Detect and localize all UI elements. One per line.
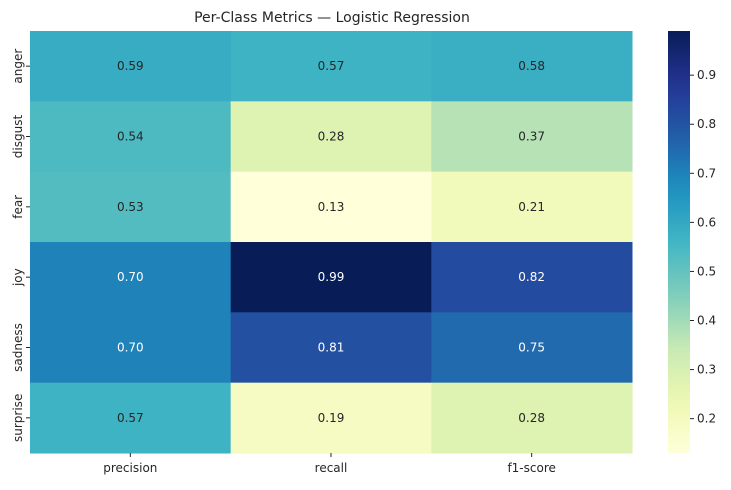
y-tick-label: surprise <box>11 394 25 442</box>
cell-value-label: 0.59 <box>117 59 144 73</box>
heatmap-cell <box>30 312 232 384</box>
colorbar: 0.2 0.3 0.4 0.5 0.6 0.7 0.8 0.9 <box>668 31 716 453</box>
heatmap-cell <box>30 242 232 313</box>
y-tick-label: sadness <box>11 323 25 372</box>
y-tick-label: joy <box>11 268 25 287</box>
y-axis-ticks: anger disgust fear joy sadness surprise <box>11 49 30 442</box>
cell-value-label: 0.70 <box>117 270 144 284</box>
colorbar-tick-label: 0.3 <box>697 363 716 377</box>
heatmap-cell <box>230 242 432 313</box>
y-tick-label: disgust <box>11 115 25 159</box>
cell-value-label: 0.75 <box>518 341 545 355</box>
colorbar-tick-label: 0.8 <box>697 117 716 131</box>
colorbar-tick-label: 0.4 <box>697 314 716 328</box>
heatmap-cell <box>431 382 633 454</box>
cell-value-label: 0.70 <box>117 341 144 355</box>
colorbar-tick-label: 0.5 <box>697 264 716 278</box>
cell-value-label: 0.81 <box>318 341 345 355</box>
cell-value-label: 0.28 <box>318 130 345 144</box>
cell-value-label: 0.57 <box>318 59 345 73</box>
heatmap-cell <box>30 31 232 102</box>
cell-value-label: 0.37 <box>518 130 545 144</box>
heatmap-cell <box>230 101 432 173</box>
x-tick-label: precision <box>103 461 157 475</box>
cell-value-label: 0.57 <box>117 411 144 425</box>
chart-title: Per-Class Metrics — Logistic Regression <box>194 10 470 26</box>
colorbar-tick-label: 0.7 <box>697 166 716 180</box>
colorbar-gradient <box>668 31 690 453</box>
heatmap-cell <box>230 312 432 384</box>
heatmap-cell <box>230 171 432 243</box>
x-tick-label: recall <box>315 461 348 475</box>
cell-value-label: 0.21 <box>518 200 545 214</box>
heatmap-cell <box>431 101 633 173</box>
heatmap-cell <box>431 171 633 243</box>
cell-value-label: 0.58 <box>518 59 545 73</box>
cell-value-label: 0.53 <box>117 200 144 214</box>
heatmap-cell <box>431 242 633 313</box>
heatmap-cell <box>30 171 232 243</box>
heatmap-cell <box>431 312 633 384</box>
heatmap-cell <box>30 101 232 173</box>
heatmap-cell <box>230 382 432 454</box>
cell-value-label: 0.82 <box>518 270 545 284</box>
colorbar-tick-label: 0.2 <box>697 412 716 426</box>
colorbar-tick-label: 0.6 <box>697 215 716 229</box>
cell-value-label: 0.99 <box>318 270 345 284</box>
heatmap-cell <box>431 31 633 102</box>
cell-value-label: 0.19 <box>318 411 345 425</box>
cell-value-label: 0.13 <box>318 200 345 214</box>
x-axis-ticks: precision recall f1-score <box>103 453 556 475</box>
cell-value-label: 0.28 <box>518 411 545 425</box>
y-tick-label: anger <box>11 49 25 84</box>
y-tick-label: fear <box>11 195 25 219</box>
heatmap-cells: 0.59 0.57 0.58 0.54 0.28 0.37 0.53 0.13 0.21 0.70… <box>30 31 633 454</box>
colorbar-tick-label: 0.9 <box>697 68 716 82</box>
heatmap-cell <box>230 31 432 102</box>
x-tick-label: f1-score <box>507 461 555 475</box>
heatmap-cell <box>30 382 232 454</box>
cell-value-label: 0.54 <box>117 130 144 144</box>
